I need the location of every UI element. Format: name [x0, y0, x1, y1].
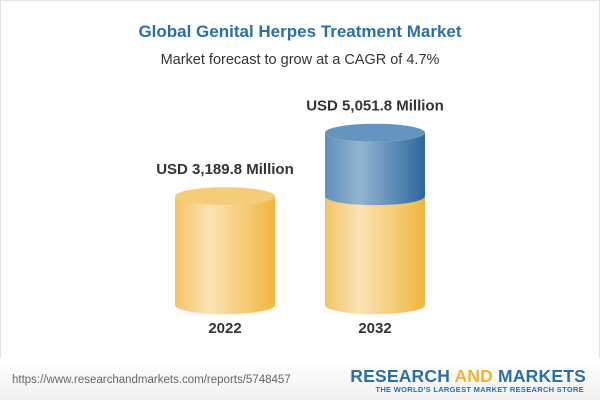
bar-2022-top: [175, 187, 275, 206]
chart-title: Global Genital Herpes Treatment Market: [138, 22, 462, 41]
bar-growth-segment-top: [325, 123, 425, 142]
category-label: 2022: [208, 320, 241, 337]
data-label: USD 3,189.8 Million: [156, 161, 294, 178]
footer: [0, 358, 600, 400]
chart: USD 3,189.8 Million 2022 USD 5,051.8 Milli…: [156, 98, 444, 337]
chart-subtitle: Market forecast to grow at a CAGR of 4.7…: [160, 52, 440, 68]
bar-base-segment: [325, 196, 425, 314]
logo-text-markets: MARKETS: [493, 366, 586, 386]
logo: RESEARCH AND MARKETS: [350, 366, 586, 387]
logo-text-and: AND: [454, 366, 493, 386]
bar-2022: [175, 196, 275, 314]
logo-tagline: THE WORLD'S LARGEST MARKET RESEARCH STOR…: [375, 385, 584, 394]
logo-text: RESEARCH: [350, 366, 455, 386]
source-url[interactable]: https://www.researchandmarkets.com/repor…: [12, 374, 291, 386]
bar-growth-segment: [325, 132, 425, 206]
category-label: 2032: [358, 320, 391, 337]
data-label: USD 5,051.8 Million: [306, 98, 444, 115]
